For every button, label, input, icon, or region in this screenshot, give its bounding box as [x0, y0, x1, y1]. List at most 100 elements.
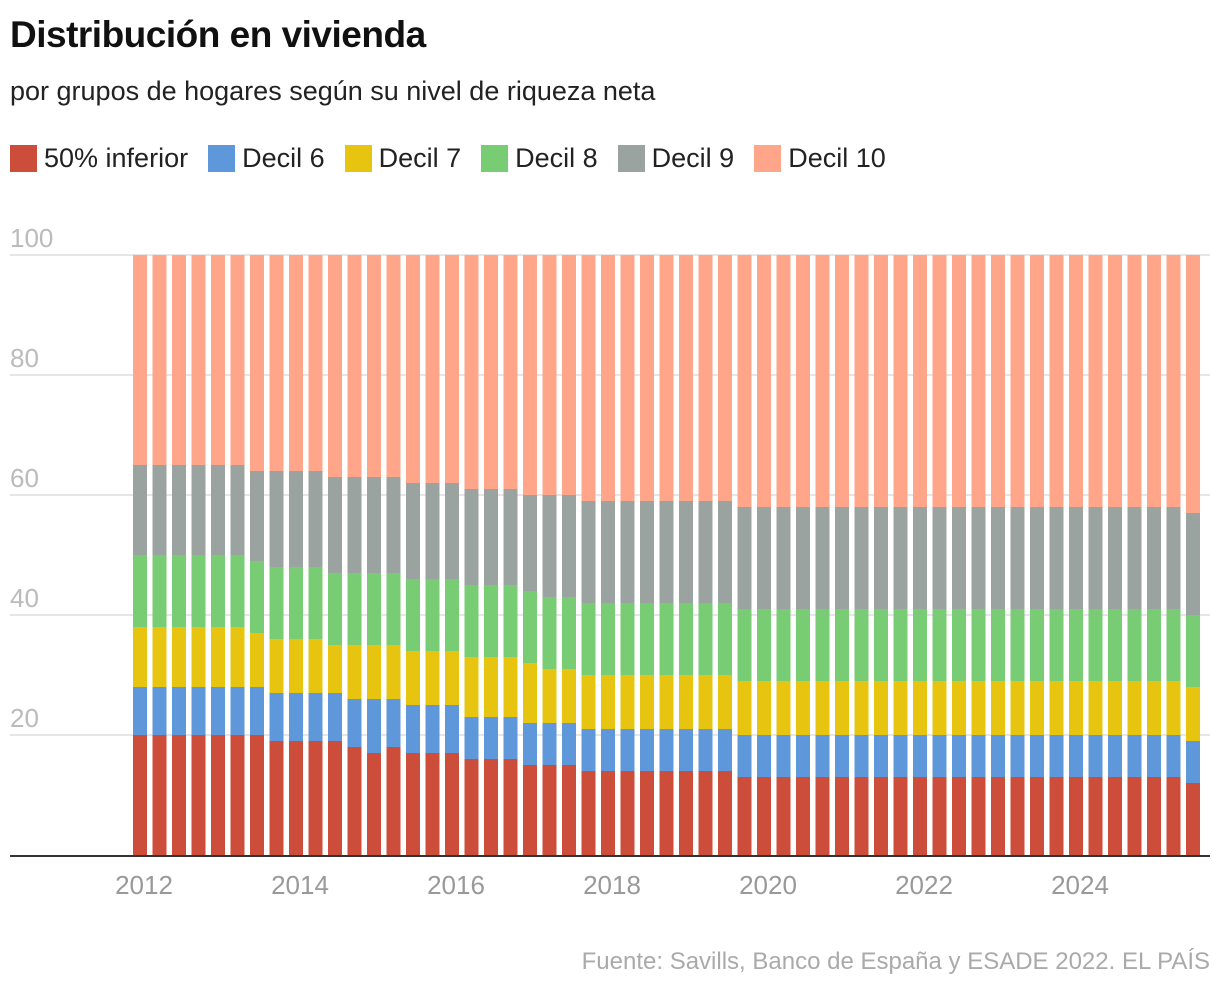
- bar-segment: [152, 627, 167, 687]
- bar-segment: [1069, 255, 1083, 507]
- bar-segment: [152, 687, 167, 735]
- bar-segment: [640, 255, 654, 501]
- bar-segment: [152, 555, 167, 627]
- bar-segment: [386, 645, 401, 699]
- bar-segment: [679, 603, 693, 675]
- bar-segment: [1127, 507, 1142, 609]
- bar-segment: [1030, 777, 1044, 855]
- bar-segment: [328, 477, 342, 573]
- bar-segment: [386, 573, 401, 645]
- bar-segment: [191, 255, 206, 465]
- bar-segment: [211, 555, 225, 627]
- bar-segment: [1166, 735, 1181, 777]
- bar-segment: [679, 501, 693, 603]
- legend-swatch: [10, 145, 37, 172]
- bar-segment: [484, 489, 498, 585]
- legend-label: Decil 8: [515, 143, 598, 173]
- bar-segment: [1088, 681, 1103, 735]
- legend-swatch: [481, 145, 509, 172]
- legend-label: Decil 9: [651, 143, 735, 173]
- bar-segment: [1088, 777, 1103, 855]
- bar-segment: [562, 597, 576, 669]
- bar-segment: [1069, 735, 1083, 777]
- bar-segment: [133, 735, 147, 855]
- bar-segment: [971, 255, 986, 507]
- bar-segment: [1108, 777, 1122, 855]
- bar-segment: [445, 753, 459, 855]
- bar-segment: [874, 609, 888, 681]
- bar-segment: [1166, 609, 1181, 681]
- bar-segment: [1030, 609, 1044, 681]
- bar-segment: [230, 255, 245, 465]
- bar-segment: [562, 669, 576, 723]
- bar-segment: [328, 255, 342, 477]
- bar-segment: [893, 735, 908, 777]
- bar-segment: [1088, 255, 1103, 507]
- bar-segment: [250, 687, 264, 735]
- bar-segment: [796, 777, 810, 855]
- bar-segment: [445, 705, 459, 753]
- bar-segment: [815, 609, 830, 681]
- bar-segment: [698, 603, 713, 675]
- bar-segment: [133, 687, 147, 735]
- bar-segment: [854, 735, 869, 777]
- bar-segment: [1030, 255, 1044, 507]
- bar-segment: [367, 645, 381, 699]
- bar-segment: [484, 255, 498, 489]
- bar-segment: [523, 255, 537, 495]
- bar-segment: [913, 777, 927, 855]
- bar-segment: [211, 687, 225, 735]
- bar-segment: [659, 255, 674, 501]
- bar-segment: [737, 609, 752, 681]
- bar-segment: [698, 501, 713, 603]
- bar-segment: [425, 483, 440, 579]
- bar-segment: [562, 495, 576, 597]
- x-tick-label: 2016: [427, 870, 485, 900]
- bar-segment: [932, 507, 947, 609]
- bar-segment: [503, 255, 518, 489]
- bar-segment: [211, 255, 225, 465]
- bar-segment: [659, 771, 674, 855]
- bar-segment: [1186, 741, 1200, 783]
- bar-segment: [1049, 609, 1064, 681]
- bar-segment: [971, 507, 986, 609]
- bar-segment: [1166, 255, 1181, 507]
- bar-segment: [269, 693, 284, 741]
- bar-segment: [152, 735, 167, 855]
- bar-segment: [893, 777, 908, 855]
- bar-segment: [464, 657, 479, 717]
- legend-item: Decil 10: [754, 143, 886, 174]
- bar-segment: [913, 681, 927, 735]
- bar-segment: [601, 501, 615, 603]
- bar-segment: [718, 255, 732, 501]
- bar-segment: [1147, 507, 1161, 609]
- legend-item: Decil 8: [481, 143, 598, 174]
- bar-segment: [1166, 507, 1181, 609]
- bar-segment: [367, 477, 381, 573]
- bar-segment: [464, 759, 479, 855]
- bar-segment: [1127, 609, 1142, 681]
- bar-segment: [503, 759, 518, 855]
- bar-segment: [971, 777, 986, 855]
- bar-segment: [1010, 681, 1025, 735]
- bar-segment: [250, 471, 264, 561]
- bar-segment: [211, 465, 225, 555]
- legend-item: Decil 6: [208, 143, 325, 174]
- bar-segment: [347, 573, 362, 645]
- bar-segment: [757, 777, 771, 855]
- bar-segment: [932, 609, 947, 681]
- bar-segment: [172, 735, 186, 855]
- bar-segment: [718, 501, 732, 603]
- bar-segment: [289, 255, 303, 471]
- bar-segment: [679, 771, 693, 855]
- bar-segment: [133, 555, 147, 627]
- bar-segment: [1147, 609, 1161, 681]
- bar-segment: [386, 699, 401, 747]
- bar-segment: [347, 255, 362, 477]
- bar-segment: [542, 723, 557, 765]
- bar-segment: [1030, 735, 1044, 777]
- bar-segment: [406, 483, 420, 579]
- bar-segment: [971, 609, 986, 681]
- bar-segment: [737, 777, 752, 855]
- bar-segment: [308, 255, 323, 471]
